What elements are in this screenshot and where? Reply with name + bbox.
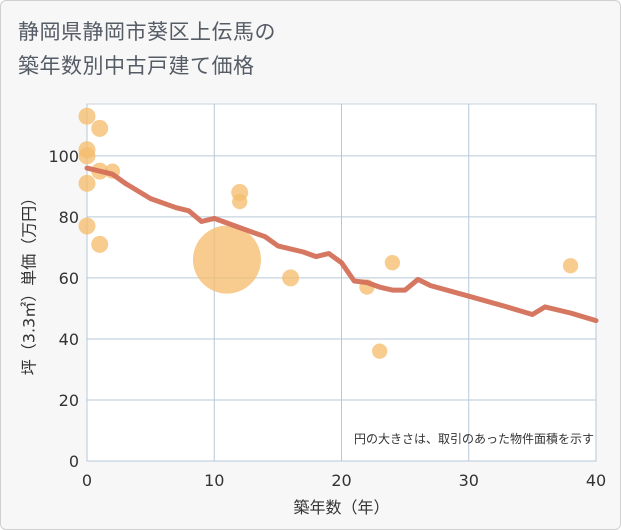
data-bubble <box>91 235 109 253</box>
title-line-2: 築年数別中古戸建て価格 <box>18 54 255 78</box>
data-bubble <box>282 269 300 287</box>
title-line-1: 静岡県静岡市葵区上伝馬の <box>18 20 276 44</box>
y-axis-label: 坪（3.3㎡）単価（万円） <box>20 190 39 375</box>
data-bubble <box>78 174 96 192</box>
tick-labels: 0 10 20 30 40 0 20 40 60 80 100 <box>48 147 606 490</box>
data-bubble <box>78 217 96 235</box>
data-bubble <box>232 193 248 210</box>
x-tick-label: 10 <box>204 471 224 490</box>
data-bubble <box>91 119 109 137</box>
chart-title: 静岡県静岡市葵区上伝馬の 築年数別中古戸建て価格 <box>18 15 578 83</box>
x-tick-label: 40 <box>586 471 606 490</box>
x-tick-label: 0 <box>82 471 92 490</box>
y-tick-label: 80 <box>59 208 79 227</box>
bubble-layer <box>78 107 579 359</box>
grid-lines <box>86 104 597 462</box>
y-tick-label: 0 <box>69 452 79 471</box>
y-tick-label: 20 <box>59 391 79 410</box>
y-tick-label: 100 <box>48 147 79 166</box>
x-axis-label: 築年数（年） <box>293 498 389 517</box>
x-tick-label: 20 <box>331 471 351 490</box>
data-bubble <box>78 147 96 165</box>
size-note: 円の大きさは、取引のあった物件面積を示す <box>354 431 594 446</box>
data-bubble <box>372 343 388 359</box>
y-tick-label: 60 <box>59 269 79 288</box>
y-tick-label: 40 <box>59 330 79 349</box>
data-bubble <box>562 258 579 274</box>
trend-line <box>84 165 599 324</box>
data-bubble <box>384 255 401 271</box>
data-bubble <box>192 225 261 294</box>
data-bubble <box>78 107 96 125</box>
x-tick-label: 30 <box>459 471 479 490</box>
